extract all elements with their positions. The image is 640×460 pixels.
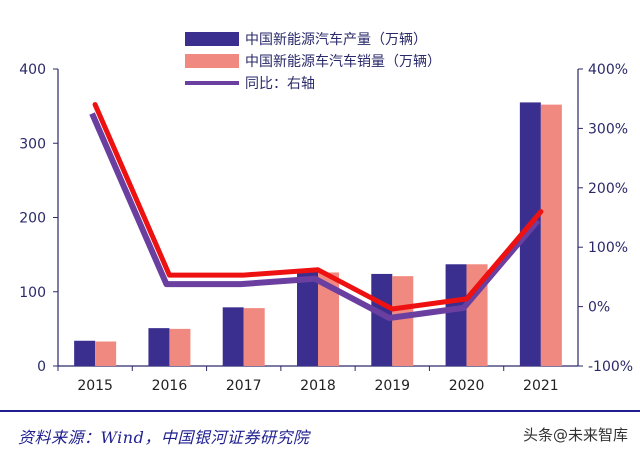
bar-sales <box>169 328 191 366</box>
bar-sales <box>540 104 562 366</box>
right-tick-label: 100% <box>588 240 628 256</box>
x-tick-label: 2019 <box>374 378 410 394</box>
legend-label: 中国新能源汽车产量（万辆） <box>245 31 427 48</box>
x-tick-label: 2016 <box>152 378 188 394</box>
legend-swatch <box>185 32 239 46</box>
ticks: 0 100 200 300 400 -100% 0% 100% 200% 300% 400% 2015… <box>19 62 633 394</box>
watermark: 头条@未来智库 <box>522 426 628 444</box>
right-tick-label: -100% <box>588 359 633 375</box>
footer-rule <box>0 410 640 412</box>
bar-production <box>297 271 318 366</box>
x-tick-label: 2018 <box>300 378 336 394</box>
left-tick-label: 0 <box>37 359 46 375</box>
bar-production <box>371 273 393 366</box>
bar-sales <box>392 276 414 366</box>
bar-production <box>74 340 96 366</box>
yoy-line-shadow <box>89 112 541 321</box>
right-tick-label: 200% <box>588 181 628 197</box>
x-tick-label: 2017 <box>226 378 262 394</box>
source-note: 资料来源：Wind，中国银河证券研究院 <box>18 428 310 447</box>
chart: 0 100 200 300 400 -100% 0% 100% 200% 300% 400% 2015… <box>19 31 633 394</box>
legend-label: 同比：右轴 <box>245 76 315 92</box>
bar-production <box>519 102 541 366</box>
left-tick-label: 400 <box>19 62 46 78</box>
left-tick-label: 100 <box>19 285 46 301</box>
left-tick-label: 300 <box>19 136 46 152</box>
bar-production <box>148 328 170 366</box>
legend-swatch <box>185 54 239 68</box>
x-tick-label: 2015 <box>77 378 113 394</box>
legend: 中国新能源汽车产量（万辆） 中国新能源车汽车销量（万辆） 同比：右轴 <box>185 31 441 92</box>
lines <box>89 102 544 321</box>
bar-production <box>445 264 467 366</box>
x-tick-label: 2021 <box>523 378 559 394</box>
left-tick-label: 200 <box>19 211 46 227</box>
x-tick-label: 2020 <box>449 378 485 394</box>
bar-sales <box>243 308 265 366</box>
bar-sales <box>95 341 117 366</box>
bar-production <box>222 307 244 366</box>
right-tick-label: 0% <box>588 300 610 316</box>
right-tick-label: 300% <box>588 121 628 137</box>
legend-label: 中国新能源车汽车销量（万辆） <box>245 53 441 70</box>
bars <box>74 102 562 366</box>
bar-sales <box>318 272 339 366</box>
right-tick-label: 400% <box>588 62 628 78</box>
